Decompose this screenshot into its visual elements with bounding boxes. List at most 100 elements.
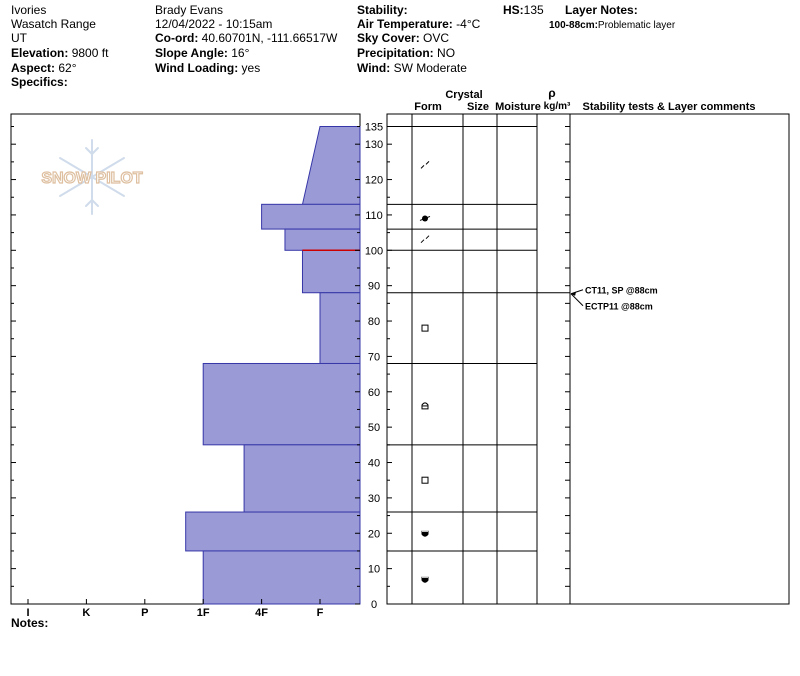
coord-value: 40.60701N, -111.66517W [201, 31, 338, 45]
crystal-form-decomposing-2 [420, 235, 430, 244]
hs-value: 135 [523, 3, 544, 17]
depth-label-30: 30 [368, 493, 380, 505]
column-header-moisture: Moisture [495, 101, 541, 113]
air-temp-value: -4°C [456, 17, 481, 31]
crystal-stroke [420, 165, 425, 169]
sky-value: OVC [423, 31, 450, 45]
slope-label: Slope Angle: [155, 46, 228, 60]
stability-test-arrow-1 [571, 291, 576, 296]
elevation-row: Elevation: 9800 ft [11, 46, 108, 60]
hardness-bar-4 [319, 292, 361, 364]
hardness-bar-2 [284, 228, 361, 251]
depth-label-10: 10 [368, 564, 380, 576]
hardness-label-4F: 4F [255, 607, 268, 619]
column-header-stability: Stability tests & Layer comments [582, 101, 755, 113]
crystal-shape [421, 576, 429, 583]
hardness-bar-1 [261, 203, 361, 230]
depth-label-120: 120 [365, 175, 383, 187]
layer-note-range: 100-88cm: [549, 20, 598, 31]
depth-label-135: 135 [365, 122, 383, 134]
aspect-row: Aspect: 62° [11, 61, 77, 75]
crystal-forms [419, 161, 431, 583]
crystal-square [421, 324, 429, 332]
depth-label-40: 40 [368, 458, 380, 470]
crystal-stroke [420, 239, 425, 244]
column-header-density-unit: kg/m³ [544, 101, 571, 112]
notes-label: Notes: [11, 616, 49, 630]
sky-row: Sky Cover: OVC [357, 31, 449, 45]
hardness-axis: I K P 1F 4F F [26, 599, 324, 619]
wind-label: Wind: [357, 61, 391, 75]
crystal-table-frame [386, 113, 790, 605]
crystal-form-decomposing-0 [420, 161, 430, 169]
column-header-form: Form [414, 101, 442, 113]
observer-name: Brady Evans [155, 3, 224, 17]
aspect-label: Aspect: [11, 61, 56, 75]
coord-row: Co-ord: 40.60701N, -111.66517W [155, 31, 337, 45]
hardness-bar-5 [202, 362, 361, 446]
crystal-form-melt-form-6 [421, 530, 429, 537]
crystal-shape [421, 530, 429, 537]
layer-boundaries [387, 126, 570, 605]
site-range: Wasatch Range [11, 17, 96, 31]
stability-test-leader-1 [570, 293, 584, 307]
hardness-bar-6 [243, 444, 361, 513]
precip-label: Precipitation: [357, 46, 434, 60]
depth-label-70: 70 [368, 351, 380, 363]
depth-label-80: 80 [368, 316, 380, 328]
stability-label: Stability: [357, 3, 408, 17]
wind-row: Wind: SW Moderate [357, 61, 467, 75]
hardness-bar-0 [301, 126, 361, 205]
sky-label: Sky Cover: [357, 31, 420, 45]
wind-loading-value: yes [241, 61, 261, 75]
precip-row: Precipitation: NO [357, 46, 455, 60]
crystal-square [421, 476, 429, 484]
snowpilot-logo: SNOW PILOT [41, 139, 143, 215]
depth-label-90: 90 [368, 281, 380, 293]
hardness-label-F: F [317, 607, 324, 619]
elevation-label: Elevation: [11, 46, 69, 60]
hardness-bar-7 [185, 511, 361, 552]
hardness-label-K: K [82, 607, 90, 619]
depth-label-0: 0 [371, 599, 377, 611]
crystal-form-faceted-3 [421, 324, 429, 332]
depth-label-20: 20 [368, 528, 380, 540]
hardness-bar-3 [301, 249, 361, 294]
column-header-crystal: Crystal [445, 89, 482, 101]
specifics-label: Specifics: [11, 75, 68, 89]
hardness-label-1F: 1F [197, 607, 210, 619]
wind-loading-row: Wind Loading: yes [155, 61, 260, 75]
layer-note-text: Problematic layer [597, 20, 676, 31]
crystal-stroke [419, 215, 431, 221]
crystal-stroke [425, 235, 430, 240]
depth-axis: 0 10 20 30 40 50 60 70 80 90 100 110 120 130 135 [365, 122, 383, 612]
air-temp-label: Air Temperature: [357, 17, 453, 31]
hardness-label-I: I [26, 607, 29, 619]
slope-row: Slope Angle: 16° [155, 46, 249, 60]
column-header-size: Size [467, 101, 489, 113]
elevation-value: 9800 ft [71, 46, 109, 60]
depth-label-110: 110 [365, 210, 383, 222]
aspect-value: 62° [58, 61, 77, 75]
depth-label-100: 100 [365, 245, 383, 257]
stability-row: Stability: [357, 3, 408, 17]
hs-label: HS: [503, 3, 524, 17]
air-temp-row: Air Temperature: -4°C [357, 17, 480, 31]
depth-label-50: 50 [368, 422, 380, 434]
wind-loading-label: Wind Loading: [155, 61, 239, 75]
site-state: UT [11, 31, 27, 45]
coord-label: Co-ord: [155, 31, 199, 45]
slope-value: 16° [231, 46, 250, 60]
hardness-bar-8 [202, 550, 361, 605]
hardness-label-P: P [141, 607, 148, 619]
crystal-form-melt-form-7 [421, 576, 429, 583]
depth-label-60: 60 [368, 387, 380, 399]
column-header-rho: ρ [548, 86, 555, 100]
crystal-table: CT11, SP @88cm ECTP11 @88cm [386, 113, 790, 605]
stability-test-label-0: CT11, SP @88cm [585, 286, 658, 296]
observation-datetime: 12/04/2022 - 10:15am [155, 17, 273, 31]
stability-tests: CT11, SP @88cm ECTP11 @88cm [570, 286, 658, 312]
layer-notes-title: Layer Notes: [565, 3, 638, 17]
hs-row: HS:135 [503, 3, 544, 17]
